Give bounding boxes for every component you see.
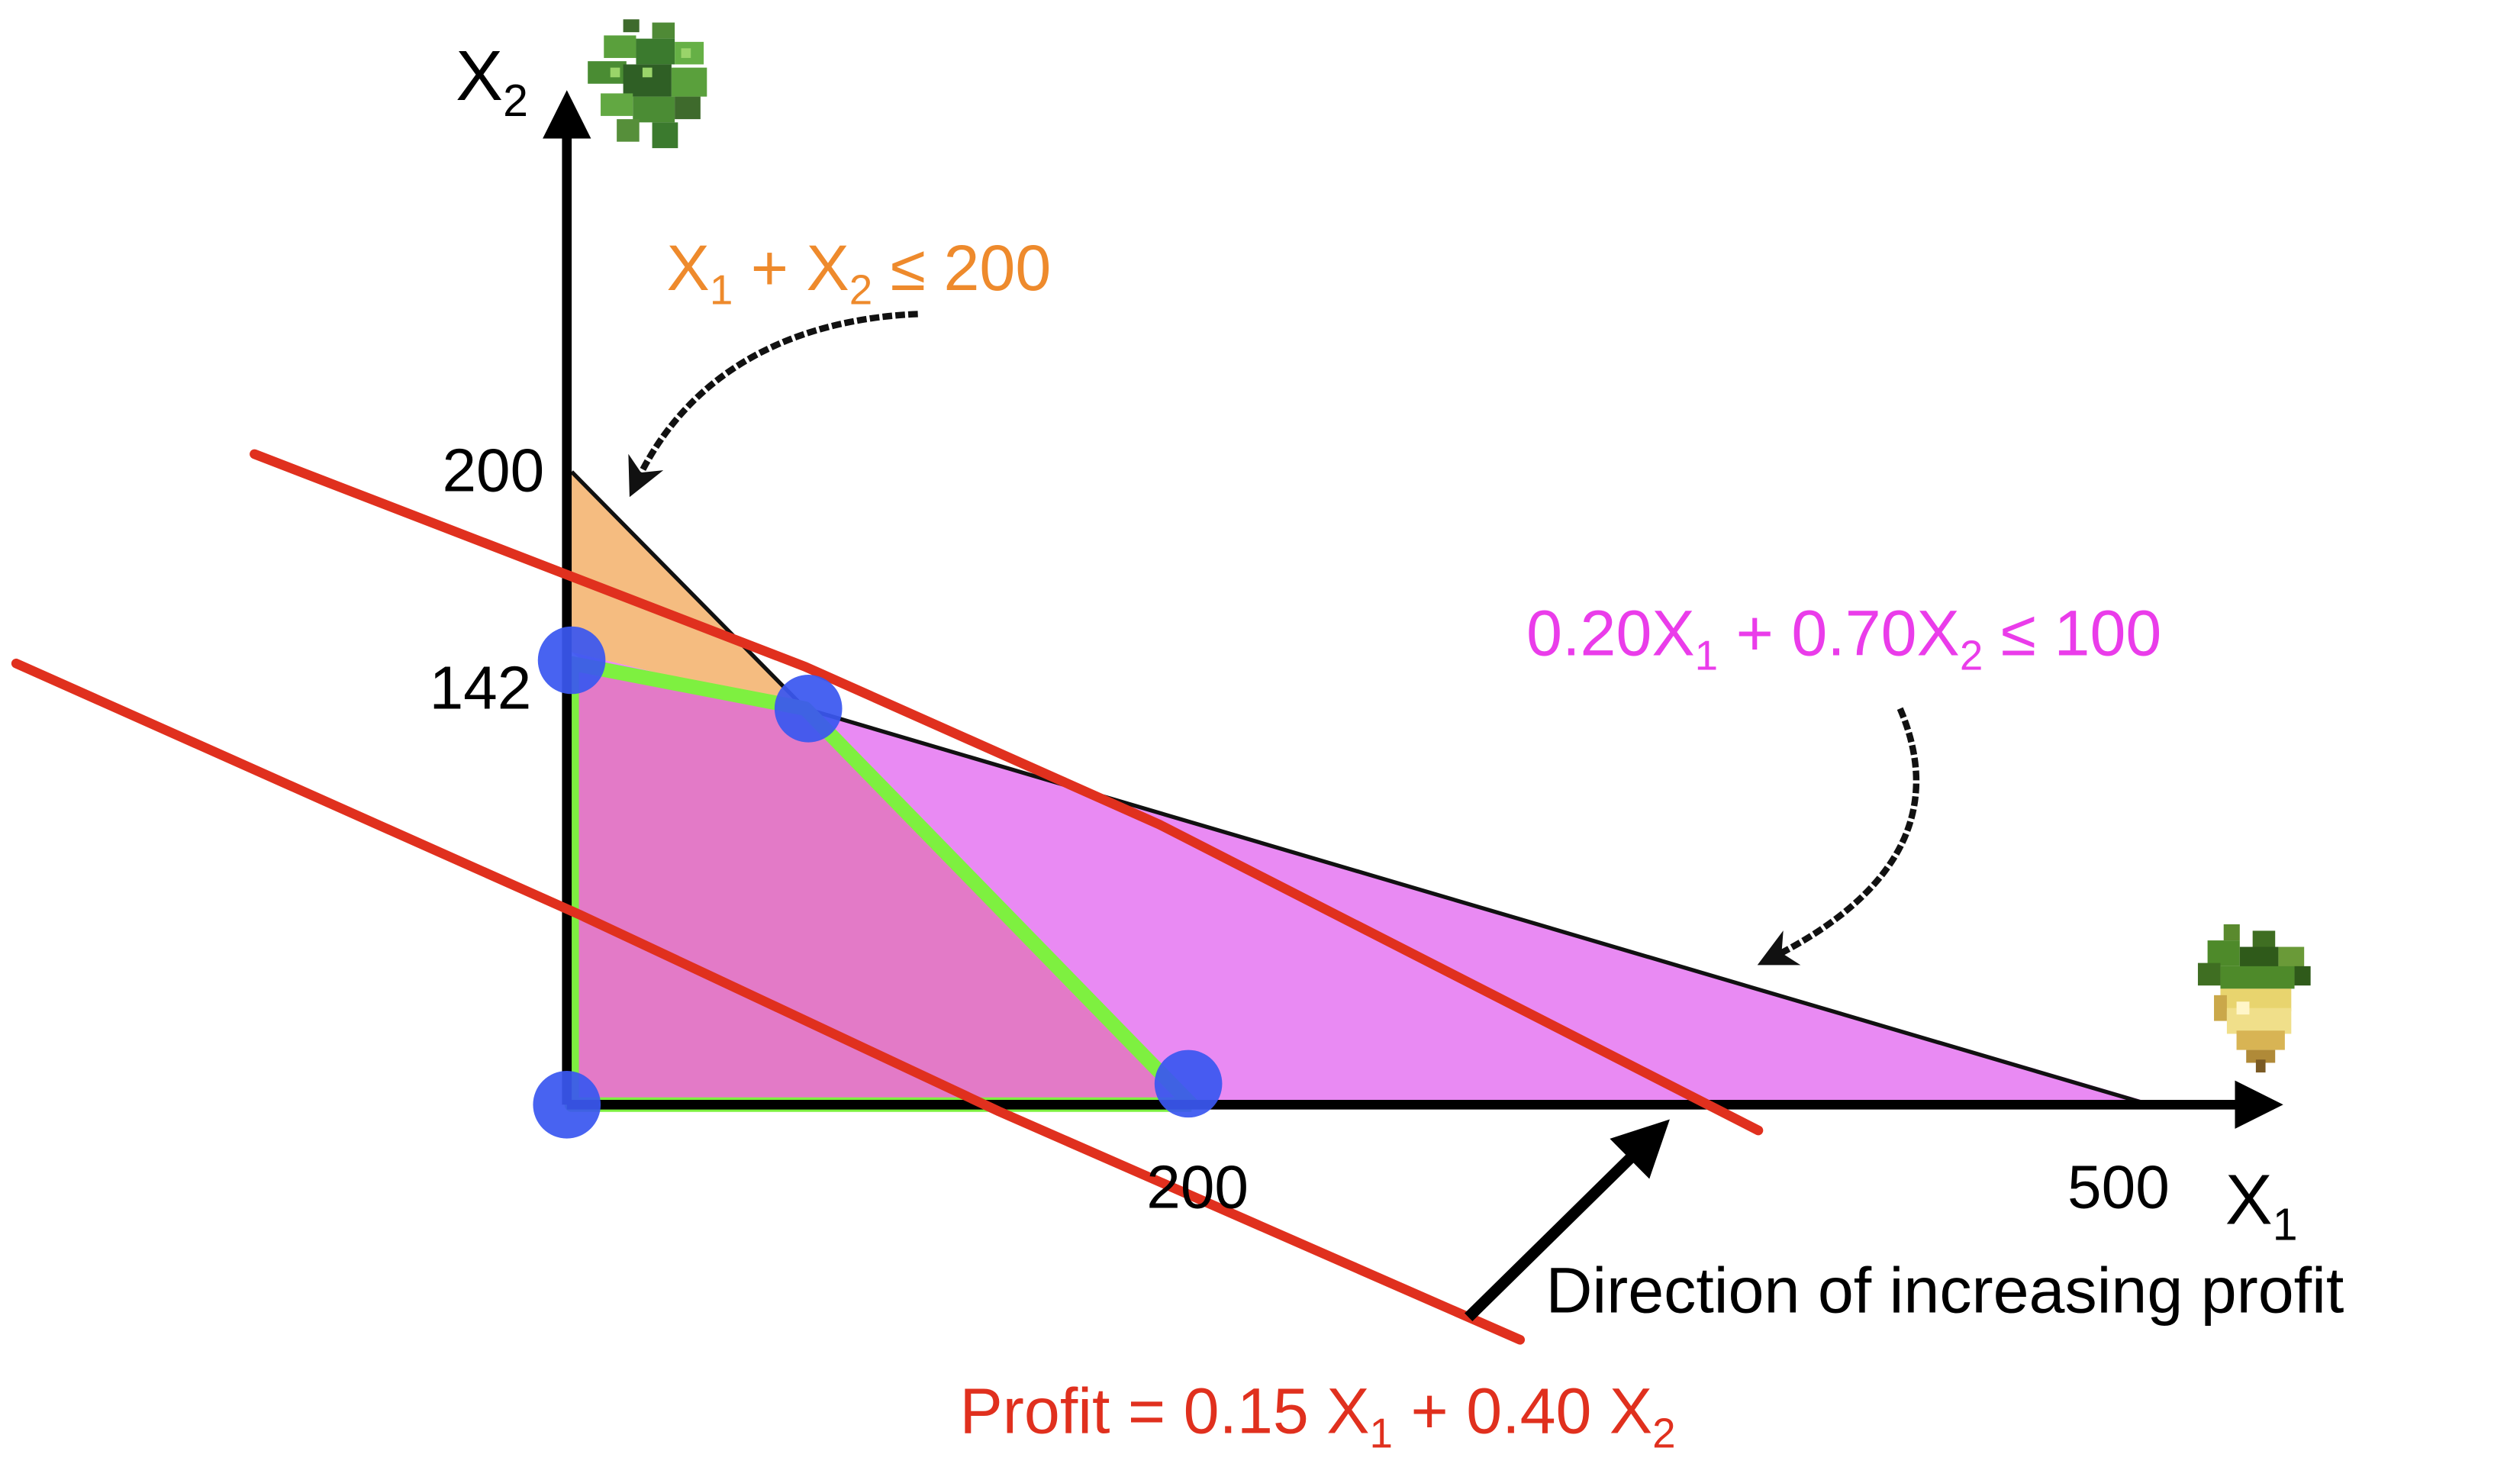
vertex-y142	[537, 626, 606, 695]
vertex-intersection	[774, 674, 843, 743]
tick-x-200: 200	[1146, 1152, 1249, 1220]
constraint2-label: 0.20X1 + 0.70X2 ≤ 100	[1526, 598, 2161, 679]
profit-line-upper	[250, 449, 1764, 1136]
constraint1-arrow	[628, 311, 918, 498]
constraint2-boundary	[804, 706, 2151, 1107]
tick-y-200: 200	[442, 435, 544, 504]
constraint2-arrow	[1757, 707, 1920, 966]
leaf-plant-icon	[588, 19, 707, 149]
y-axis-label: X2	[456, 36, 528, 126]
profit-line-lower	[11, 658, 1526, 1345]
constraint1-label: X1 + X2 ≤ 200	[667, 232, 1052, 314]
constraint1-boundary	[570, 470, 807, 711]
feasible-region	[572, 663, 1192, 1105]
tick-y-142: 142	[430, 653, 532, 721]
direction-label: Direction of increasing profit	[1545, 1254, 2344, 1326]
profit-label: Profit = 0.15 X1 + 0.40 X2	[960, 1375, 1676, 1457]
x-axis-label: X1	[2225, 1159, 2298, 1249]
direction-arrow	[1465, 1119, 1670, 1322]
vertex-origin	[533, 1070, 601, 1139]
vertex-x200	[1154, 1049, 1223, 1118]
turnip-icon	[2197, 924, 2311, 1073]
tick-x-500: 500	[2067, 1152, 2170, 1220]
